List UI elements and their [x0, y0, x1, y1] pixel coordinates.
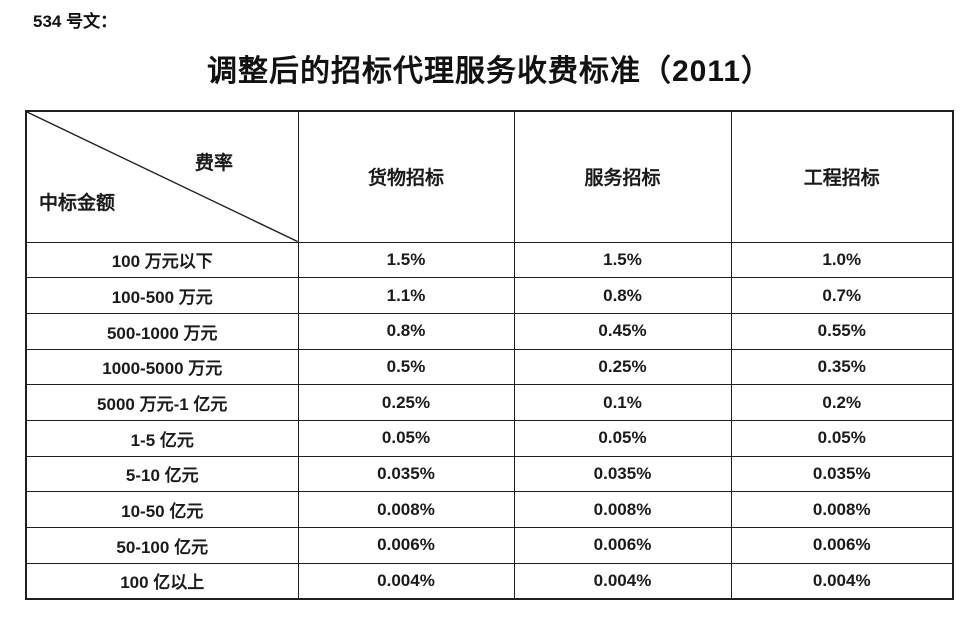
diagonal-divider-line	[27, 112, 298, 242]
corner-label-amount: 中标金额	[39, 193, 116, 214]
table-row: 1000-5000 万元 0.5% 0.25% 0.35%	[25, 348, 954, 386]
document-ref: 534 号文：	[33, 12, 118, 31]
rate-cell: 0.25%	[297, 384, 515, 421]
corner-label-rate: 费率	[195, 153, 234, 174]
row-label-cell: 100 亿以上	[25, 562, 299, 600]
table-row: 100 万元以下 1.5% 1.5% 1.0%	[25, 241, 954, 279]
rate-cell: 0.2%	[730, 384, 954, 421]
rate-cell: 0.035%	[297, 455, 515, 493]
rate-cell: 0.008%	[297, 491, 515, 528]
rate-cell: 1.5%	[297, 241, 515, 279]
rate-cell: 0.05%	[513, 419, 732, 457]
rate-cell: 0.05%	[297, 419, 515, 457]
row-label-cell: 1000-5000 万元	[25, 348, 299, 386]
row-label-cell: 500-1000 万元	[25, 312, 299, 350]
rate-cell: 0.006%	[297, 527, 515, 564]
rate-cell: 0.25%	[513, 348, 732, 386]
rate-cell: 0.004%	[730, 562, 954, 600]
table-row: 50-100 亿元 0.006% 0.006% 0.006%	[25, 527, 954, 564]
rate-cell: 0.45%	[513, 312, 732, 350]
table-row: 100-500 万元 1.1% 0.8% 0.7%	[25, 277, 954, 314]
rate-cell: 0.035%	[513, 455, 732, 493]
table-row: 100 亿以上 0.004% 0.004% 0.004%	[25, 562, 954, 600]
table-row: 5000 万元-1 亿元 0.25% 0.1% 0.2%	[25, 384, 954, 421]
rate-cell: 0.8%	[513, 277, 732, 314]
row-label-cell: 50-100 亿元	[25, 527, 299, 564]
rate-cell: 0.035%	[730, 455, 954, 493]
row-label-cell: 1-5 亿元	[25, 419, 299, 457]
table-row: 1-5 亿元 0.05% 0.05% 0.05%	[25, 419, 954, 457]
row-label-cell: 100-500 万元	[25, 277, 299, 314]
rate-cell: 1.0%	[730, 241, 954, 279]
rate-cell: 0.5%	[297, 348, 515, 386]
rate-cell: 0.35%	[730, 348, 954, 386]
rate-cell: 0.05%	[730, 419, 954, 457]
rate-cell: 1.1%	[297, 277, 515, 314]
page-title: 调整后的招标代理服务收费标准（2011）	[206, 55, 773, 88]
rate-cell: 0.006%	[513, 527, 732, 564]
fee-standard-table: 费率 中标金额 货物招标 服务招标 工程招标 100 万元以下 1.5% 1.5…	[25, 110, 954, 600]
rate-cell: 0.008%	[730, 491, 954, 528]
rate-cell: 0.006%	[730, 527, 954, 564]
table-row: 5-10 亿元 0.035% 0.035% 0.035%	[25, 455, 954, 493]
rate-cell: 0.7%	[730, 277, 954, 314]
column-header-services: 服务招标	[513, 110, 732, 243]
table-header-row: 费率 中标金额 货物招标 服务招标 工程招标	[25, 110, 954, 243]
rate-cell: 0.004%	[297, 562, 515, 600]
table-row: 10-50 亿元 0.008% 0.008% 0.008%	[25, 491, 954, 528]
rate-cell: 0.1%	[513, 384, 732, 421]
rate-cell: 0.004%	[513, 562, 732, 600]
column-header-goods: 货物招标	[297, 110, 515, 243]
row-label-cell: 5000 万元-1 亿元	[25, 384, 299, 421]
column-header-engineering: 工程招标	[730, 110, 954, 243]
rate-cell: 0.008%	[513, 491, 732, 528]
table-row: 500-1000 万元 0.8% 0.45% 0.55%	[25, 312, 954, 350]
corner-header-cell: 费率 中标金额	[25, 110, 299, 243]
row-label-cell: 100 万元以下	[25, 241, 299, 279]
rate-cell: 0.55%	[730, 312, 954, 350]
row-label-cell: 10-50 亿元	[25, 491, 299, 528]
rate-cell: 1.5%	[513, 241, 732, 279]
rate-cell: 0.8%	[297, 312, 515, 350]
row-label-cell: 5-10 亿元	[25, 455, 299, 493]
